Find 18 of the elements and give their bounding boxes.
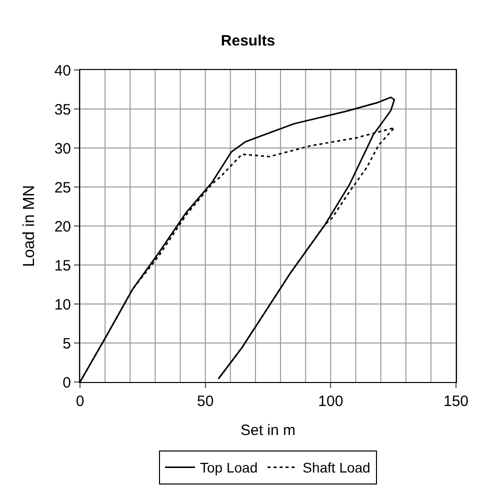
y-tick-label: 10 [54, 296, 71, 314]
y-axis-title: Load in MN [21, 185, 38, 267]
y-tick-label: 35 [54, 101, 71, 118]
legend-label: Shaft Load [302, 460, 370, 476]
x-axis-title: Set in m [240, 422, 296, 439]
y-tick-label: 25 [54, 179, 71, 196]
chart-title: Results [220, 32, 276, 50]
y-tick-label: 30 [54, 140, 71, 158]
legend-label: Top Load [200, 460, 258, 476]
x-tick-label: 150 [443, 393, 469, 410]
y-tick-label: 20 [54, 218, 71, 236]
y-tick-label: 40 [54, 62, 71, 80]
y-tick-label: 0 [62, 374, 71, 392]
y-tick-label: 5 [62, 335, 71, 352]
y-tick-label: 15 [54, 257, 71, 274]
x-tick-label: 0 [76, 393, 84, 410]
x-tick-label: 100 [318, 393, 344, 410]
x-tick-label: 50 [196, 393, 214, 410]
